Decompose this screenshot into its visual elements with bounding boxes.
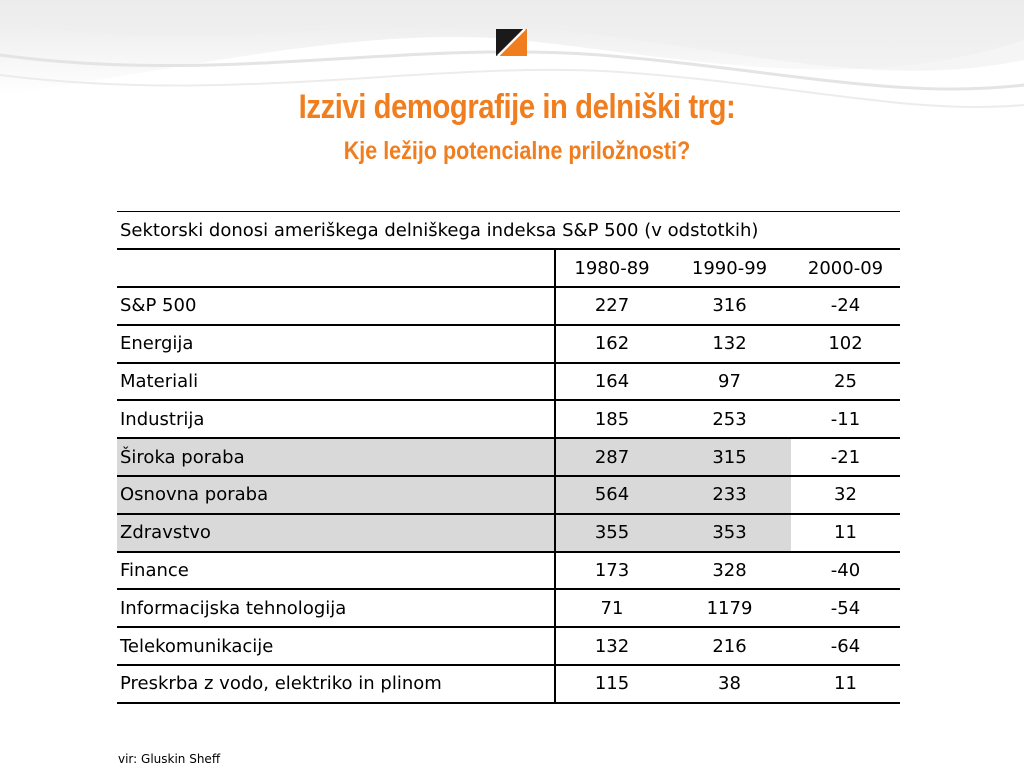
value-cell: 25	[791, 362, 900, 402]
value-cell: 353	[668, 513, 791, 553]
value-cell: 355	[555, 513, 668, 553]
slide-subtitle: Kje ležijo potencialne priložnosti?	[343, 137, 691, 165]
value-cell: -40	[791, 551, 900, 591]
table-caption-row: Sektorski donosi ameriškega delniškega i…	[117, 211, 900, 251]
table-row: Industrija 185 253 -11	[117, 400, 900, 440]
value-cell: 162	[555, 324, 668, 364]
value-cell: 11	[791, 665, 900, 704]
row-label: S&P 500	[117, 287, 556, 326]
brand-logo-icon	[496, 29, 527, 56]
value-cell: 11	[791, 513, 900, 553]
row-label: Industrija	[117, 400, 556, 440]
value-cell: -24	[791, 287, 900, 326]
column-header: 2000-09	[791, 249, 900, 289]
table-row: Telekomunikacije 132 216 -64	[117, 627, 900, 667]
value-cell: 97	[668, 362, 791, 402]
table-row: S&P 500 227 316 -24	[117, 287, 900, 326]
row-label: Preskrba z vodo, elektriko in plinom	[117, 665, 556, 704]
value-cell: 253	[668, 400, 791, 440]
table-header-row: 1980-89 1990-99 2000-09	[117, 249, 900, 289]
table-row: Finance 173 328 -40	[117, 551, 900, 591]
table-row: Široka poraba 287 315 -21	[117, 438, 900, 478]
value-cell: 32	[791, 476, 900, 515]
value-cell: 316	[668, 287, 791, 326]
sector-returns-table: Sektorski donosi ameriškega delniškega i…	[117, 211, 900, 704]
row-label: Informacijska tehnologija	[117, 589, 556, 629]
column-header: 1980-89	[555, 249, 668, 289]
value-cell: 227	[555, 287, 668, 326]
table-row: Materiali 164 97 25	[117, 362, 900, 402]
row-label: Finance	[117, 551, 556, 591]
value-cell: 132	[668, 324, 791, 364]
value-cell: -21	[791, 438, 900, 478]
table-caption: Sektorski donosi ameriškega delniškega i…	[117, 211, 900, 251]
value-cell: 315	[668, 438, 791, 478]
table-row: Osnovna poraba 564 233 32	[117, 476, 900, 515]
value-cell: 1179	[668, 589, 791, 629]
row-label: Materiali	[117, 362, 556, 402]
value-cell: 132	[555, 627, 668, 667]
row-label: Energija	[117, 324, 556, 364]
row-label: Osnovna poraba	[117, 476, 556, 515]
value-cell: 115	[555, 665, 668, 704]
value-cell: 287	[555, 438, 668, 478]
value-cell: 102	[791, 324, 900, 364]
value-cell: 173	[555, 551, 668, 591]
slide-title: Izzivi demografije in delniški trg:	[298, 88, 736, 126]
table-row: Energija 162 132 102	[117, 324, 900, 364]
value-cell: 233	[668, 476, 791, 515]
row-label: Zdravstvo	[117, 513, 556, 553]
table-row: Zdravstvo 355 353 11	[117, 513, 900, 553]
source-note: vir: Gluskin Sheff	[118, 752, 221, 766]
value-cell: 71	[555, 589, 668, 629]
value-cell: -11	[791, 400, 900, 440]
value-cell: -54	[791, 589, 900, 629]
value-cell: 185	[555, 400, 668, 440]
row-label: Široka poraba	[117, 438, 556, 478]
table-row: Informacijska tehnologija 71 1179 -54	[117, 589, 900, 629]
value-cell: 564	[555, 476, 668, 515]
value-cell: 328	[668, 551, 791, 591]
row-label: Telekomunikacije	[117, 627, 556, 667]
value-cell: 38	[668, 665, 791, 704]
value-cell: -64	[791, 627, 900, 667]
table-row: Preskrba z vodo, elektriko in plinom 115 3…	[117, 665, 900, 704]
header-empty-cell	[117, 249, 556, 289]
value-cell: 164	[555, 362, 668, 402]
column-header: 1990-99	[668, 249, 791, 289]
background-waves	[0, 0, 1024, 109]
value-cell: 216	[668, 627, 791, 667]
